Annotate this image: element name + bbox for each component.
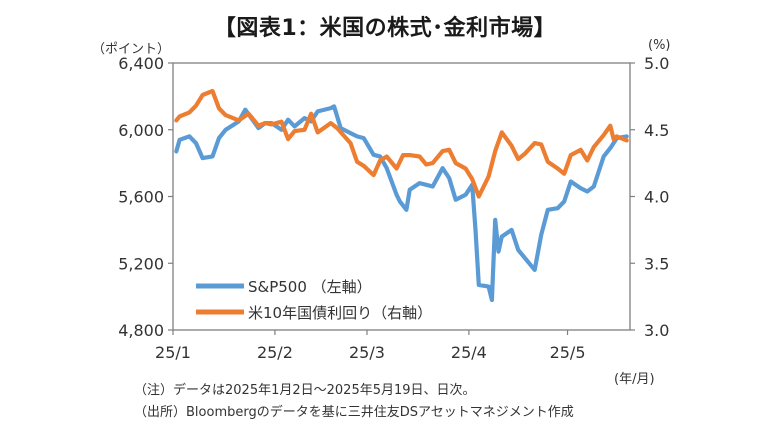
left-tick-label: 6,400 — [118, 54, 164, 73]
note-line: （注）データは2025年1月2日～2025年5月19日、日次。 — [134, 383, 476, 398]
left-tick-label: 6,000 — [118, 121, 164, 140]
right-tick-label: 4.0 — [644, 188, 669, 207]
source-line: （出所）Bloombergのデータを基に三井住友DSアセットマネジメント作成 — [134, 405, 574, 420]
right-tick-label: 3.0 — [644, 321, 669, 340]
right-tick-label: 5.0 — [644, 54, 669, 73]
period-unit: (年/月) — [614, 372, 655, 387]
right-axis-unit: (%) — [648, 38, 671, 53]
plot-frame — [172, 62, 631, 331]
x-tick-label: 25/3 — [349, 343, 385, 362]
x-tick-label: 25/2 — [257, 343, 293, 362]
legend-label: S&P500 （左軸） — [248, 278, 372, 296]
chart-title: 【図表1：米国の株式･金利市場】 — [213, 16, 557, 41]
series-line-us10y-yield — [174, 88, 629, 199]
x-tick-label: 25/5 — [550, 343, 586, 362]
left-tick-label: 5,600 — [118, 188, 164, 207]
left-axis-unit: （ポイント） — [92, 42, 171, 57]
x-tick-label: 25/4 — [451, 343, 487, 362]
right-tick-label: 4.5 — [644, 121, 669, 140]
left-tick-label: 5,200 — [118, 254, 164, 273]
x-tick-label: 25/1 — [155, 343, 191, 362]
series-line-sp500 — [174, 104, 629, 303]
legend-label: 米10年国債利回り（右軸） — [248, 304, 432, 322]
left-tick-label: 4,800 — [118, 321, 164, 340]
right-tick-label: 3.5 — [644, 254, 669, 273]
